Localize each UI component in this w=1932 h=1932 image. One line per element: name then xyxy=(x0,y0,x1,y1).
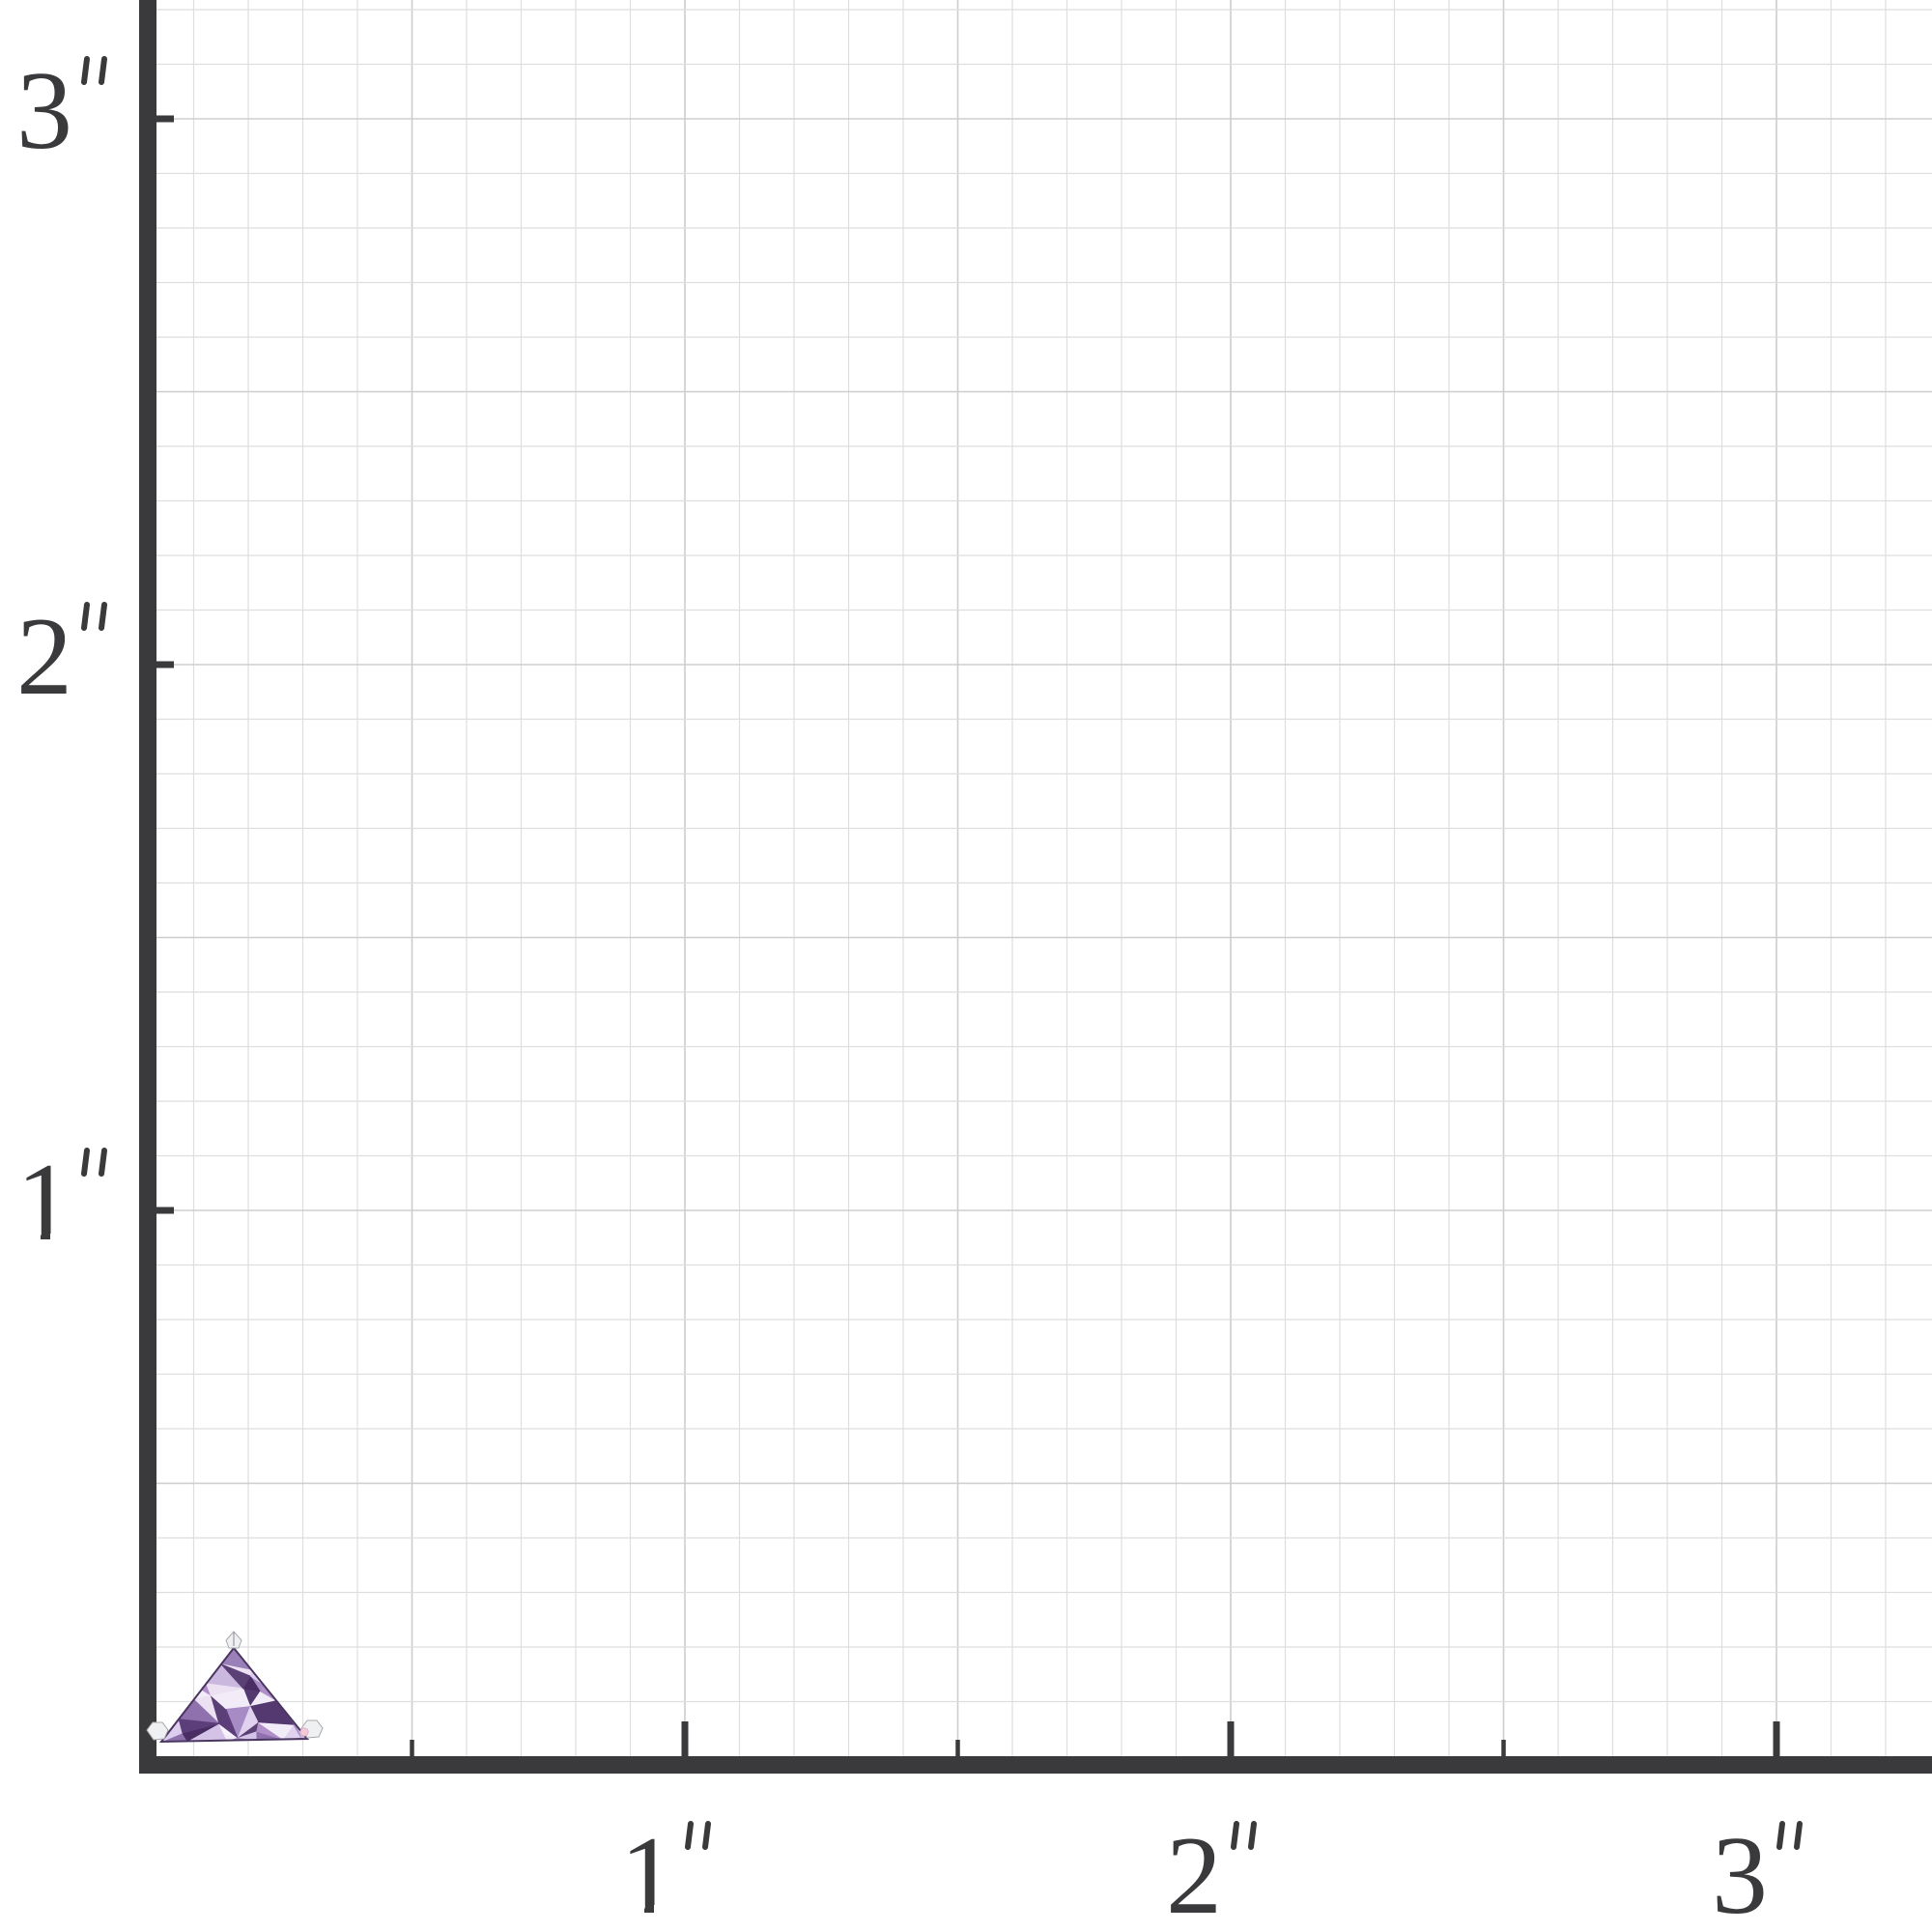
svg-text:2: 2 xyxy=(16,595,72,719)
svg-text:3: 3 xyxy=(16,49,72,173)
svg-text:1: 1 xyxy=(16,1141,72,1264)
svg-text:3: 3 xyxy=(1712,1814,1768,1932)
svg-text:2: 2 xyxy=(1166,1814,1222,1932)
